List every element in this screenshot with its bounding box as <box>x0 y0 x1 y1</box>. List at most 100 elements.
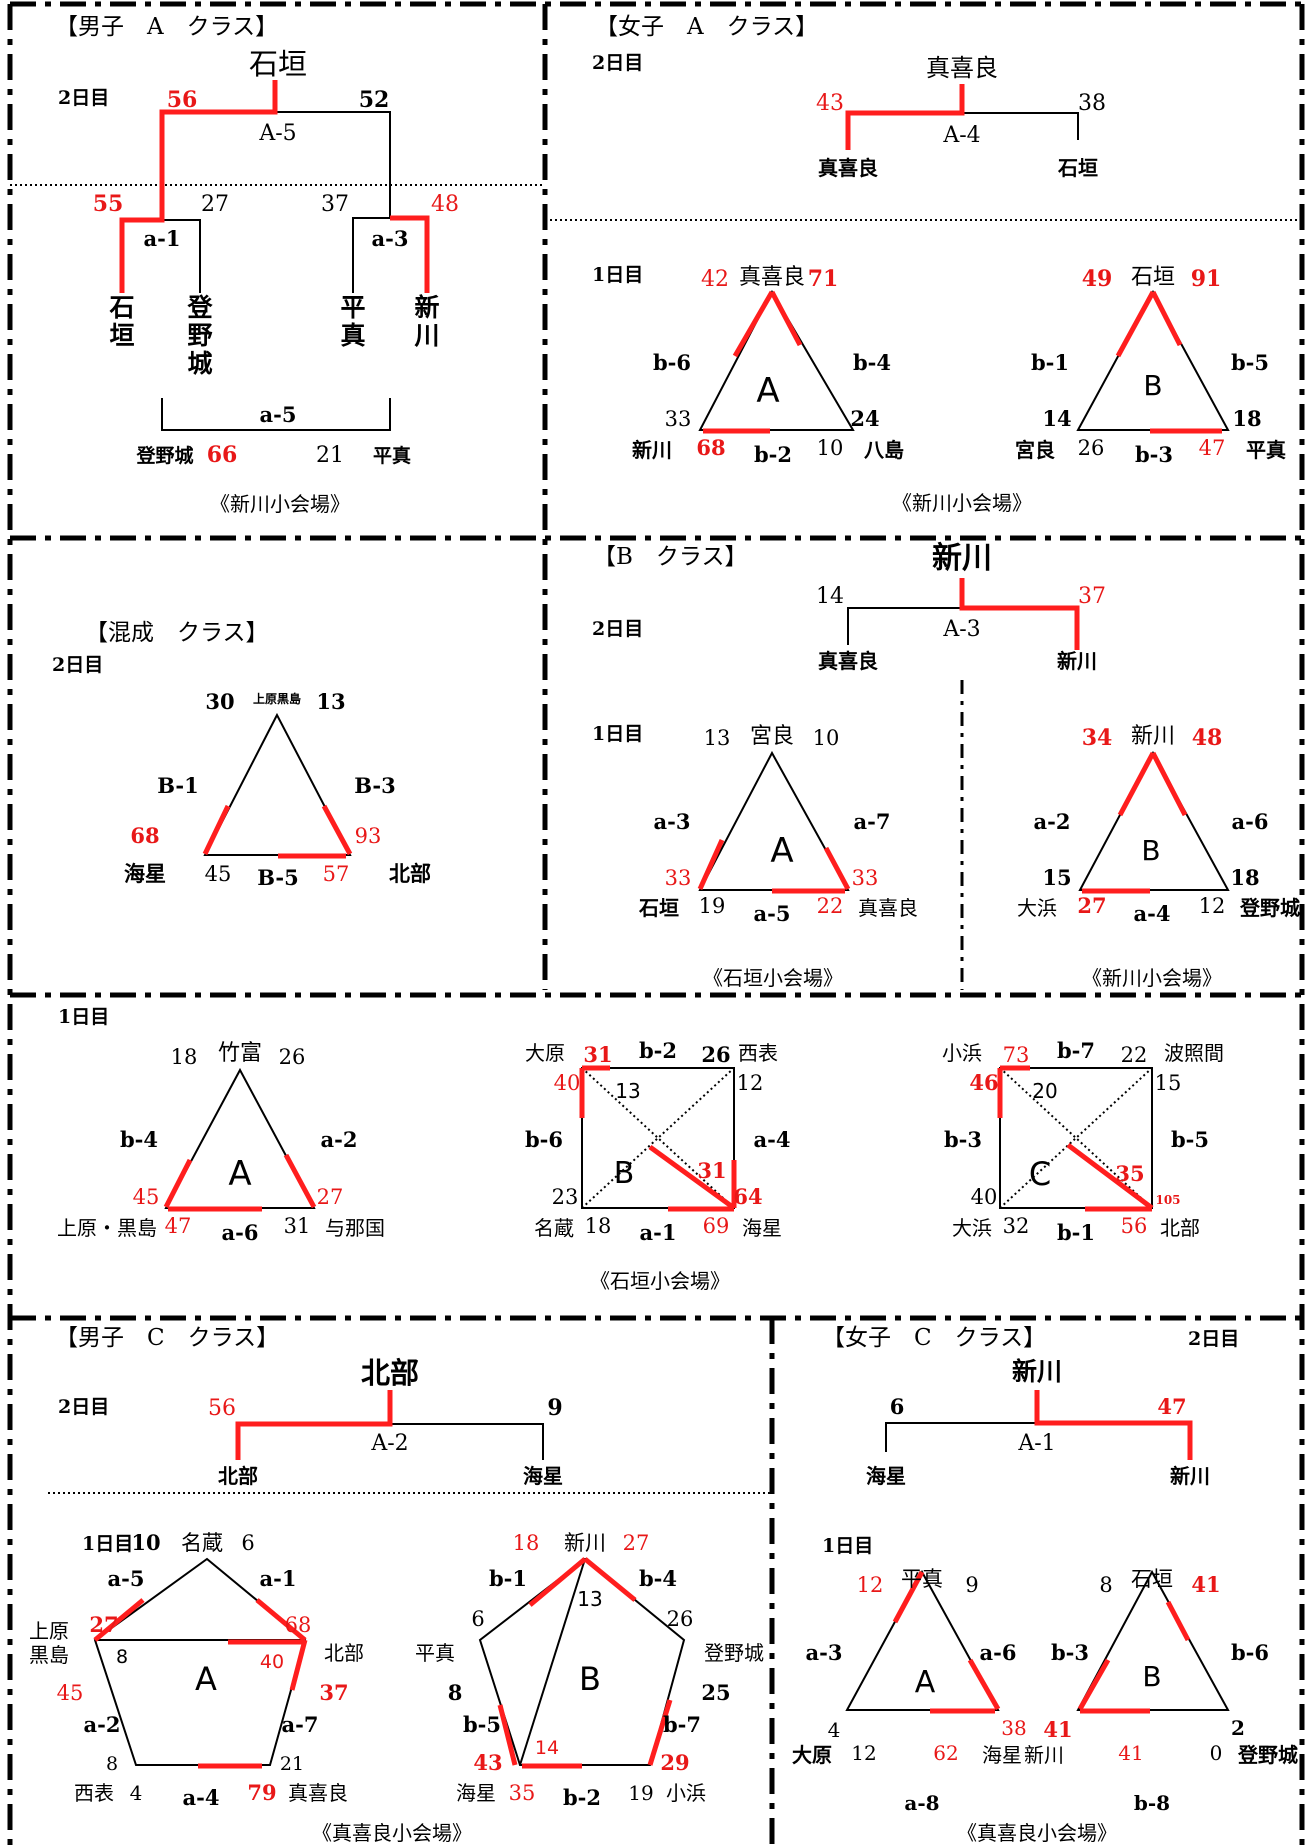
bracket-line <box>847 607 962 645</box>
label-mid-a-brs1: 27 <box>317 1185 344 1209</box>
bracket-line <box>275 111 391 218</box>
label-ba-sr: 52 <box>359 87 390 113</box>
label-gc-sr: 47 <box>1157 1394 1186 1419</box>
label-bc-day1: 1日目 <box>82 1533 133 1555</box>
label-bb-a-brs1: 33 <box>852 866 879 890</box>
label-mid-a-top: 竹富 <box>218 1041 262 1066</box>
label-mid-b-tl: 大原 <box>525 1041 565 1065</box>
label-bc-sl: 56 <box>208 1396 236 1421</box>
label-gc-a-c: A <box>915 1665 936 1700</box>
label-gc-b-top: 石垣 <box>1131 1567 1173 1591</box>
label-ga-b-c: B <box>1143 369 1162 402</box>
venue-label: 《新川小会場》 <box>1082 966 1222 990</box>
label-ba-g5: a-5 <box>260 402 297 427</box>
section-title: 【女子 A クラス】 <box>595 14 818 40</box>
label-bc-b-rr: b-7 <box>663 1712 701 1737</box>
winner-line <box>93 1598 145 1642</box>
winner-line <box>289 1639 308 1691</box>
label-mix-l: B-1 <box>157 773 198 798</box>
label-bb-sr: 37 <box>1078 584 1106 609</box>
winner-line <box>497 1704 518 1766</box>
label-bb-a-r: a-7 <box>854 809 891 834</box>
label-bc-b-ts2: 27 <box>623 1531 650 1555</box>
label-mix-brs2: 57 <box>323 862 350 886</box>
label-gc-a-brs2: 62 <box>933 1741 958 1765</box>
label-bb-a-bls2: 19 <box>699 894 726 918</box>
label-gc-b-l: b-3 <box>1051 1640 1089 1665</box>
label-ga-tl: 真喜良 <box>818 156 878 180</box>
label-bc-a-ul: a-5 <box>108 1566 145 1591</box>
winner-line <box>1165 1600 1191 1642</box>
label-mid-c-tls2: 46 <box>969 1070 998 1095</box>
label-bc-b-bls1: 43 <box>473 1750 502 1775</box>
label-mid-c-tl: 小浜 <box>942 1041 982 1065</box>
label-ga-tr: 石垣 <box>1057 156 1098 180</box>
winner-line <box>967 1658 1001 1711</box>
label-mid-c-bls2: 32 <box>1003 1214 1030 1238</box>
bracket-line <box>962 112 1079 140</box>
label-mid-a-l: b-4 <box>120 1127 158 1152</box>
boys-a-class: 【男子 A クラス】 石垣 2日目 56 52 A-5 55 27 a-1 37… <box>55 14 459 516</box>
label-mid-a-br: 与那国 <box>325 1216 385 1240</box>
label-bb-b-br: 登野城 <box>1239 896 1300 920</box>
b-class: 【B クラス】 新川 14 37 A-3 2日目 真喜良 新川 1日目 13 宮… <box>592 541 1300 990</box>
bracket-line <box>352 217 390 293</box>
label-bc-a-b: a-4 <box>183 1785 220 1810</box>
label-gc-b-r: b-6 <box>1231 1640 1269 1665</box>
label-bb-b-r: a-6 <box>1232 809 1269 834</box>
boys-c-class: 【男子 C クラス】 北部 2日目 56 9 A-2 北部 海星 1日目 10 … <box>29 1325 764 1845</box>
label-mid-a-ts1: 18 <box>171 1045 198 1069</box>
label-ba-t3b: 真 <box>340 321 365 350</box>
label-mid-c-brs2: 105 <box>1155 1193 1180 1207</box>
label-bc-a-l2: 黒島 <box>29 1643 69 1667</box>
mixed-class: 【混成 クラス】 2日目 30 上原黒島 13 B-1 B-3 68 93 海星… <box>52 620 431 890</box>
label-ga-day2: 2日目 <box>592 52 643 74</box>
label-ga-a-b: b-2 <box>754 442 792 467</box>
label-ba-g5s1: 66 <box>207 442 238 468</box>
label-ga-b-brs1: 18 <box>1232 406 1261 431</box>
label-mid-a-bls1: 45 <box>133 1185 160 1209</box>
winner-line <box>648 1144 736 1211</box>
label-ga-a-brs2: 10 <box>817 436 844 460</box>
label-bc-a-bls2: 4 <box>130 1781 143 1805</box>
label-mid-a-c: A <box>228 1154 251 1194</box>
label-gc-day1: 1日目 <box>822 1535 873 1557</box>
label-mid-b-trs1: 26 <box>701 1042 730 1067</box>
label-mix-br: 北部 <box>389 861 431 886</box>
label-mid-a-bls2: 47 <box>165 1214 192 1238</box>
label-bc-a-rs1: 68 <box>285 1613 312 1637</box>
section-title: 【B クラス】 <box>593 544 747 570</box>
label-ga-a-top: 真喜良 <box>739 265 805 290</box>
winner-line <box>892 1570 925 1624</box>
bracket-line <box>845 1569 1000 1711</box>
label-gc-a-br: 海星 <box>982 1743 1022 1767</box>
bracket-line <box>698 289 855 431</box>
label-bc-champ: 北部 <box>361 1356 419 1390</box>
day2-label: 2日目 <box>58 87 109 109</box>
label-ba-g5s2: 21 <box>316 443 344 468</box>
winner-line <box>283 1153 317 1209</box>
label-mid-a-r: a-2 <box>321 1127 358 1152</box>
winner-line <box>845 84 965 150</box>
label-bc-b-rs1: 26 <box>667 1607 694 1631</box>
label-gc-b-ts1: 8 <box>1099 1573 1112 1597</box>
label-bc-a-brs2: 79 <box>247 1780 276 1805</box>
bracket-line <box>161 398 391 431</box>
label-bc-a-r: 北部 <box>324 1641 364 1665</box>
label-mid-b-r: a-4 <box>754 1127 791 1152</box>
label-gc-a-r: a-6 <box>980 1640 1017 1665</box>
label-mix-day2: 2日目 <box>52 654 103 676</box>
label-mid-b-top: b-2 <box>639 1038 677 1063</box>
label-mid-b-bls2: 18 <box>585 1214 612 1238</box>
label-ba-s1: 55 <box>93 191 124 217</box>
girls-a-class: 【女子 A クラス】 2日目 真喜良 43 38 A-4 真喜良 石垣 1日目 … <box>592 14 1286 515</box>
label-bb-a-b: a-5 <box>754 901 791 926</box>
section-title: 【男子 C クラス】 <box>55 1325 279 1351</box>
label-bc-a-c: A <box>195 1660 217 1698</box>
label-bc-b-l: 平真 <box>415 1641 455 1665</box>
winner-line <box>697 838 725 891</box>
label-bc-a-d1: 8 <box>116 1646 128 1668</box>
label-mid-c-l: b-3 <box>944 1127 982 1152</box>
label-gc-tr: 新川 <box>1170 1464 1210 1488</box>
label-bc-a-l: 上原 <box>29 1619 69 1643</box>
